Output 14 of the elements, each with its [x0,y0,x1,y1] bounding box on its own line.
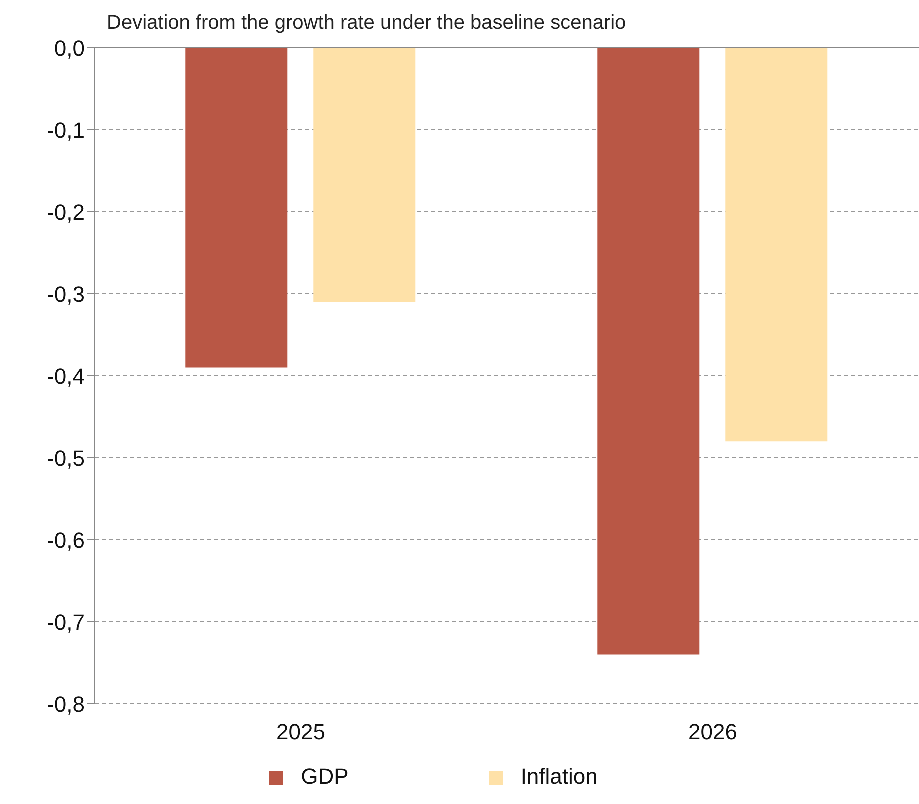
y-tick-label: -0,2 [47,200,85,225]
x-tick-label: 2025 [276,720,326,745]
y-tick-label: -0,7 [47,610,85,635]
y-tick-label: -0,5 [47,446,85,471]
y-tick-label: -0,4 [47,364,85,389]
y-tick-label: -0,1 [47,118,85,143]
x-tick-label: 2026 [688,720,738,745]
y-tick-label: 0,0 [54,36,85,61]
y-tick-label: -0,6 [47,528,85,553]
chart-title: Deviation from the growth rate under the baseline scenario [107,12,626,35]
y-tick-label: -0,3 [47,282,85,307]
legend-label: GDP [301,764,349,789]
legend-label: Inflation [520,764,598,789]
y-tick-label: -0,8 [47,692,85,717]
